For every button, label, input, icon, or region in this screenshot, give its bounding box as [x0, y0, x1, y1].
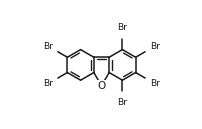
Text: Br: Br	[117, 23, 127, 32]
Text: O: O	[97, 81, 105, 91]
Text: Br: Br	[117, 98, 127, 107]
Text: Br: Br	[149, 42, 159, 51]
Text: Br: Br	[43, 42, 53, 51]
Text: Br: Br	[43, 79, 53, 88]
Text: Br: Br	[149, 79, 159, 88]
